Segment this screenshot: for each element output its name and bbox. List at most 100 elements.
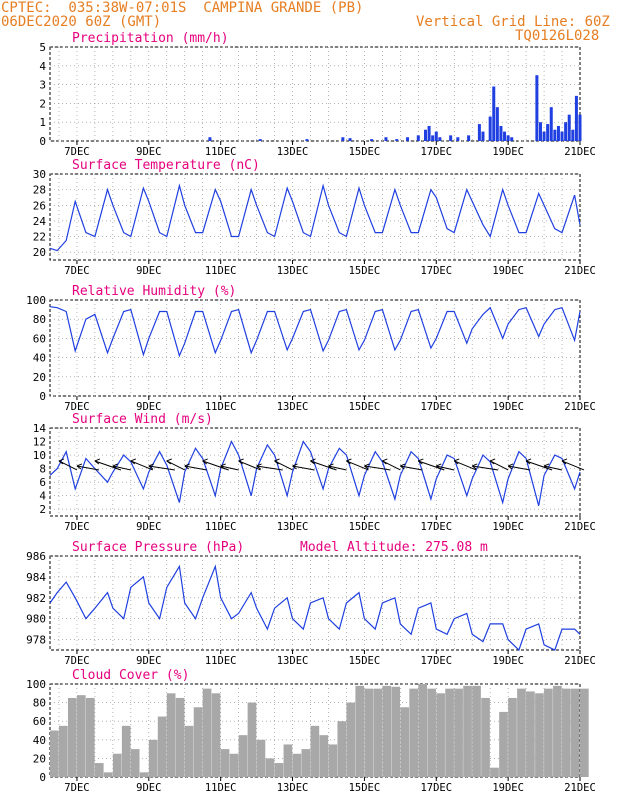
precip-bar bbox=[395, 139, 399, 141]
cloud-bar bbox=[337, 721, 347, 777]
wind-arrow bbox=[274, 460, 293, 471]
wind-arrow bbox=[166, 460, 186, 471]
x-tick-label: 11DEC bbox=[205, 655, 237, 667]
cloud-bar bbox=[247, 702, 257, 777]
x-tick-label: 17DEC bbox=[420, 401, 452, 413]
cloud-bar bbox=[220, 749, 230, 777]
wind-arrow-head bbox=[382, 460, 387, 465]
panel-frame bbox=[49, 427, 581, 517]
y-tick-label: 2 bbox=[39, 503, 46, 516]
panel-frame bbox=[49, 555, 581, 651]
cloud-bar bbox=[50, 730, 59, 777]
y-tick-label: 60 bbox=[33, 332, 46, 345]
cloud-bar bbox=[319, 735, 329, 777]
precip-bar bbox=[499, 125, 503, 141]
x-tick-label: 21DEC bbox=[564, 655, 596, 667]
x-tick-label: 9DEC bbox=[136, 655, 161, 667]
x-tick-label: 19DEC bbox=[492, 521, 524, 533]
wind-arrow-head bbox=[328, 463, 334, 467]
series-line bbox=[49, 306, 581, 358]
cloud-bar bbox=[580, 688, 589, 777]
precip-bar bbox=[574, 95, 578, 141]
cloud-bar bbox=[364, 688, 374, 777]
precip-bar bbox=[467, 135, 471, 141]
cloud-bar bbox=[481, 697, 490, 777]
cloud-bar bbox=[67, 697, 77, 777]
wind-arrow bbox=[184, 465, 207, 471]
precip-bar bbox=[370, 139, 374, 141]
wind-arrow-head bbox=[94, 458, 101, 462]
y-tick-label: 20 bbox=[33, 246, 46, 259]
wind-arrow bbox=[148, 465, 175, 471]
y-tick-label: 26 bbox=[33, 199, 46, 212]
cloud-bar bbox=[301, 749, 311, 777]
y-tick-label: 4 bbox=[39, 60, 46, 73]
cloud-bar bbox=[346, 702, 356, 777]
precip-bar bbox=[456, 137, 460, 141]
cloud-bar bbox=[85, 697, 95, 777]
precip-bar bbox=[535, 75, 539, 141]
cloud-bar bbox=[211, 693, 221, 777]
wind-arrow-head bbox=[238, 460, 243, 465]
series-line bbox=[49, 564, 581, 652]
precip-bar bbox=[495, 107, 499, 141]
y-tick-label: 40 bbox=[33, 734, 46, 747]
wind-arrow bbox=[543, 465, 563, 471]
precip-bar bbox=[538, 122, 542, 141]
series-line bbox=[49, 183, 581, 252]
wind-arrow bbox=[220, 465, 239, 471]
x-tick-label: 15DEC bbox=[349, 521, 381, 533]
x-tick-label: 15DEC bbox=[349, 265, 381, 277]
wind-arrow-head bbox=[130, 460, 136, 465]
precip-bar bbox=[477, 124, 481, 141]
cloud-bar bbox=[328, 744, 338, 777]
y-tick-label: 14 bbox=[33, 422, 47, 435]
x-tick-label: 19DEC bbox=[492, 782, 524, 794]
wind-arrow-head bbox=[94, 460, 100, 465]
x-tick-label: 13DEC bbox=[277, 146, 309, 158]
wind-arrow-head bbox=[58, 458, 65, 462]
cloud-bar bbox=[571, 688, 580, 777]
wind-arrow-head bbox=[274, 458, 280, 462]
y-tick-label: 24 bbox=[33, 215, 47, 228]
run-id: TQ0126L028 bbox=[515, 28, 600, 44]
wind-arrow bbox=[256, 465, 283, 471]
cloud-bar bbox=[274, 763, 284, 777]
wind-arrow-head bbox=[166, 458, 172, 462]
precip-bar bbox=[549, 107, 553, 141]
x-tick-label: 9DEC bbox=[136, 521, 161, 533]
cloud-bar bbox=[526, 691, 535, 777]
wind-arrow-head bbox=[274, 460, 279, 465]
y-tick-label: 1 bbox=[39, 116, 46, 129]
wind-arrow bbox=[112, 465, 131, 471]
x-tick-label: 11DEC bbox=[205, 146, 237, 158]
wind-arrow bbox=[364, 465, 391, 471]
cloud-bar bbox=[400, 707, 410, 777]
cloud-bar bbox=[490, 767, 499, 777]
y-tick-label: 0 bbox=[39, 390, 46, 403]
wind-arrow bbox=[292, 465, 315, 471]
wind-arrow-head bbox=[525, 458, 532, 462]
precip-bar bbox=[546, 124, 550, 141]
precip-bar bbox=[560, 131, 564, 141]
header-line2: 06DEC2020 60Z (GMT) bbox=[1, 14, 162, 30]
cloud-bar bbox=[373, 688, 383, 777]
y-tick-label: 984 bbox=[26, 571, 46, 584]
x-tick-label: 21DEC bbox=[564, 521, 596, 533]
cloud-bar bbox=[409, 688, 419, 777]
wind-arrow bbox=[561, 460, 585, 471]
y-tick-label: 12 bbox=[33, 436, 46, 449]
wind-arrow-head bbox=[453, 460, 459, 465]
wind-arrow-head bbox=[58, 460, 64, 465]
wind-arrow-head bbox=[256, 463, 262, 467]
wind-arrow-head bbox=[328, 465, 333, 470]
x-tick-label: 11DEC bbox=[205, 521, 237, 533]
grid-note: Vertical Grid Line: 60Z bbox=[416, 14, 610, 30]
x-tick-label: 13DEC bbox=[277, 655, 309, 667]
wind-arrow-head bbox=[112, 463, 119, 467]
x-tick-label: 7DEC bbox=[64, 655, 89, 667]
cloud-bar bbox=[238, 735, 248, 777]
y-tick-label: 3 bbox=[39, 79, 46, 92]
panel-title: Surface Temperature (nC) bbox=[72, 158, 260, 173]
